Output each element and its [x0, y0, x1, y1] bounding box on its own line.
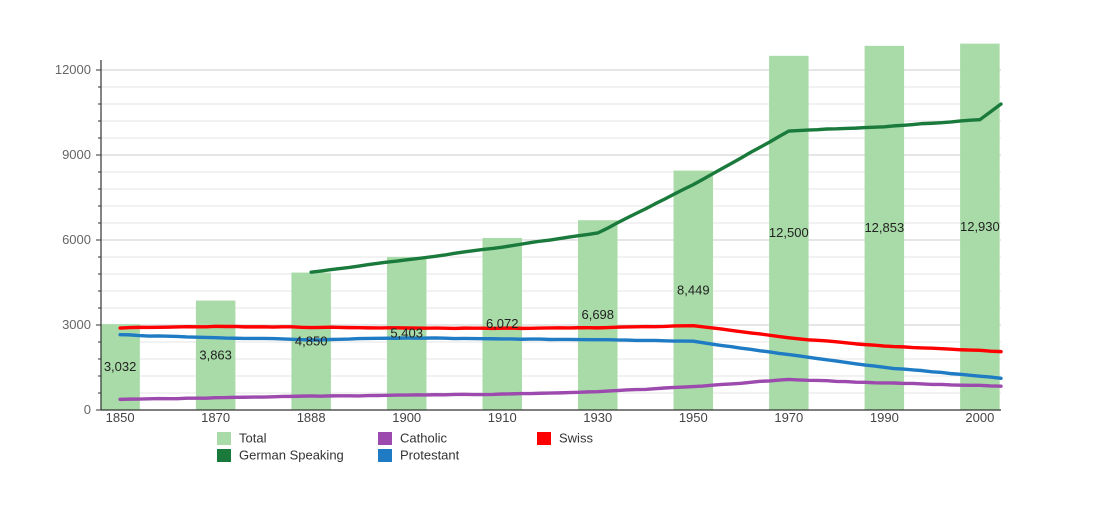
- svg-text:2000: 2000: [965, 410, 994, 425]
- svg-text:8,449: 8,449: [677, 282, 710, 297]
- svg-text:1990: 1990: [870, 410, 899, 425]
- svg-text:12000: 12000: [55, 62, 91, 77]
- svg-text:German Speaking: German Speaking: [239, 448, 344, 463]
- svg-text:12,930: 12,930: [960, 219, 1000, 234]
- svg-text:3,863: 3,863: [199, 347, 232, 362]
- svg-text:6,072: 6,072: [486, 316, 519, 331]
- svg-text:4,850: 4,850: [295, 333, 328, 348]
- svg-text:1900: 1900: [392, 410, 421, 425]
- svg-text:Protestant: Protestant: [400, 448, 460, 463]
- svg-text:5,403: 5,403: [390, 325, 423, 340]
- svg-text:3,032: 3,032: [104, 359, 137, 374]
- svg-text:3000: 3000: [62, 317, 91, 332]
- svg-text:1870: 1870: [201, 410, 230, 425]
- svg-text:9000: 9000: [62, 147, 91, 162]
- svg-text:Total: Total: [239, 431, 267, 446]
- svg-text:0: 0: [84, 402, 91, 417]
- svg-text:1910: 1910: [488, 410, 517, 425]
- svg-text:Catholic: Catholic: [400, 431, 447, 446]
- svg-text:1970: 1970: [774, 410, 803, 425]
- svg-text:6,698: 6,698: [581, 307, 614, 322]
- svg-text:12,500: 12,500: [769, 225, 809, 240]
- svg-text:1888: 1888: [297, 410, 326, 425]
- svg-text:1850: 1850: [106, 410, 135, 425]
- svg-text:12,853: 12,853: [864, 220, 904, 235]
- svg-text:Swiss: Swiss: [559, 431, 593, 446]
- svg-text:1930: 1930: [583, 410, 612, 425]
- svg-text:1950: 1950: [679, 410, 708, 425]
- svg-text:6000: 6000: [62, 232, 91, 247]
